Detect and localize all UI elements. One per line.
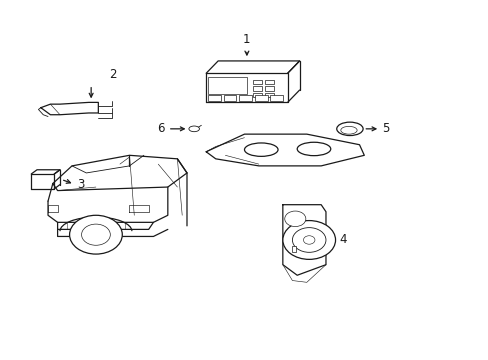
FancyBboxPatch shape xyxy=(264,93,273,97)
Text: 6: 6 xyxy=(157,122,164,135)
FancyBboxPatch shape xyxy=(264,86,273,91)
FancyBboxPatch shape xyxy=(270,95,283,101)
Text: 4: 4 xyxy=(338,234,346,247)
Circle shape xyxy=(303,236,314,244)
FancyBboxPatch shape xyxy=(254,95,267,101)
Ellipse shape xyxy=(297,142,330,156)
Ellipse shape xyxy=(188,126,199,132)
Text: 5: 5 xyxy=(382,122,389,135)
FancyBboxPatch shape xyxy=(208,95,221,101)
Text: 1: 1 xyxy=(243,33,250,46)
FancyBboxPatch shape xyxy=(223,95,236,101)
FancyBboxPatch shape xyxy=(264,80,273,84)
FancyBboxPatch shape xyxy=(239,95,251,101)
Ellipse shape xyxy=(340,126,356,134)
FancyBboxPatch shape xyxy=(208,77,246,94)
FancyBboxPatch shape xyxy=(253,93,262,97)
Circle shape xyxy=(69,215,122,254)
Circle shape xyxy=(81,224,110,245)
Circle shape xyxy=(292,228,325,252)
FancyBboxPatch shape xyxy=(253,80,262,84)
Circle shape xyxy=(284,211,305,226)
FancyBboxPatch shape xyxy=(292,246,296,252)
Text: 3: 3 xyxy=(77,178,84,191)
Text: 2: 2 xyxy=(109,68,116,81)
Circle shape xyxy=(282,221,335,259)
Ellipse shape xyxy=(244,143,278,156)
Ellipse shape xyxy=(336,122,363,136)
FancyBboxPatch shape xyxy=(253,86,262,91)
